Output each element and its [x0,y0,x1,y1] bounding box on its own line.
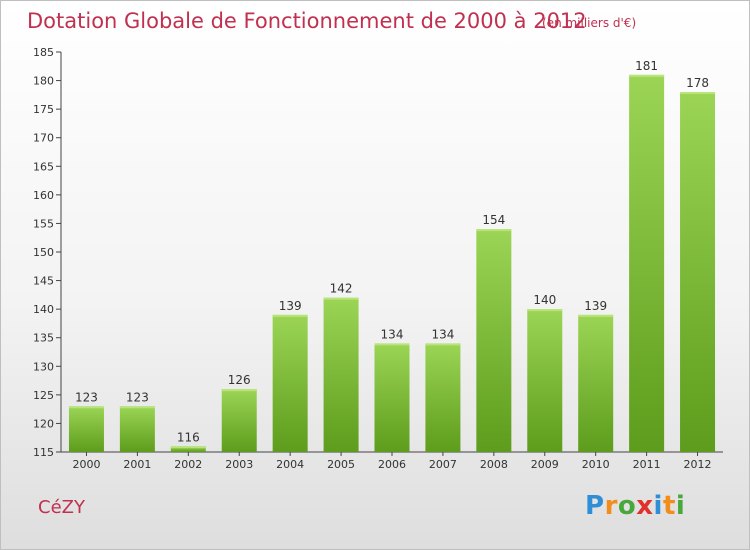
bar-highlight [323,297,359,300]
bar-highlight [629,74,665,77]
logo-letter: r [604,491,618,521]
data-label: 139 [279,299,302,313]
x-tick-label: 2002 [174,458,202,471]
x-tick-label: 2008 [480,458,508,471]
labels: 123 123 116 126 139 142 134 134 154 140 139 181 178 [75,59,709,444]
y-tick-label: 180 [33,75,54,88]
x-tick-label: 2006 [378,458,406,471]
data-label: 178 [686,76,709,90]
bar [68,406,104,452]
data-label: 116 [177,430,200,444]
bar [578,314,614,452]
logo-letter: P [585,491,605,521]
logo-letter: o [617,491,637,521]
data-label: 139 [584,299,607,313]
proxiti-logo: Proxiti [585,491,685,521]
bars [68,74,716,452]
x-tick-label: 2009 [531,458,559,471]
x-tick-label: 2001 [123,458,151,471]
chart-title: Dotation Globale de Fonctionnement de 20… [27,9,587,33]
x-tick-label: 2010 [582,458,610,471]
data-label: 181 [635,59,658,73]
logo-letter: i [653,491,663,521]
y-tick-label: 160 [33,189,54,202]
logo-letter: t [662,491,676,521]
y-tick-label: 155 [33,217,54,230]
commune-name: CéZY [38,497,85,518]
x-tick-label: 2004 [276,458,304,471]
bar [221,389,257,452]
bar-highlight [578,314,614,317]
bar-highlight [527,309,563,312]
y-tick-label: 170 [33,132,54,145]
x-tick-label: 2007 [429,458,457,471]
bar [323,297,359,452]
data-label: 140 [533,293,556,307]
bar [170,446,206,452]
y-tick-label: 135 [33,332,54,345]
bar [119,406,155,452]
bar-highlight [170,446,206,449]
x-tick-label: 2005 [327,458,355,471]
bar-highlight [425,343,461,346]
bar [425,343,461,452]
x-tick-label: 2003 [225,458,253,471]
bar-highlight [680,92,716,94]
y-tick-label: 185 [33,46,54,59]
bar-highlight [68,406,104,409]
bar [476,229,512,452]
bar-highlight [476,229,512,232]
x-tick-label: 2000 [72,458,100,471]
data-label: 142 [330,282,353,296]
logo-letter: i [675,491,686,521]
data-label: 134 [431,327,454,341]
bar [374,343,410,452]
y-tick-label: 150 [33,246,54,259]
y-tick-label: 115 [33,446,54,459]
x-tick-label: 2011 [633,458,661,471]
y-tick-label: 120 [33,417,54,430]
y-tick-label: 125 [33,389,54,402]
bar-highlight [119,406,155,409]
bar [527,309,563,452]
logo-letter: x [636,491,654,521]
data-label: 123 [75,390,98,404]
bar [629,74,665,452]
data-label: 154 [482,213,505,227]
bar-highlight [221,389,257,392]
axes: 115 120 125 130 135 140 145 150 155 160 165 170 175 1… [33,46,723,471]
y-tick-label: 140 [33,303,54,316]
y-tick-label: 175 [33,103,54,116]
bar [272,314,308,452]
y-tick-label: 165 [33,160,54,173]
data-label: 126 [228,373,251,387]
unit-note: (en milliers d'€) [542,16,637,30]
bar-highlight [272,314,308,317]
y-tick-label: 145 [33,275,54,288]
x-tick-label: 2012 [684,458,712,471]
bar [680,92,716,452]
data-label: 123 [126,390,149,404]
y-tick-label: 130 [33,360,54,373]
data-label: 134 [381,327,404,341]
bar-highlight [374,343,410,346]
